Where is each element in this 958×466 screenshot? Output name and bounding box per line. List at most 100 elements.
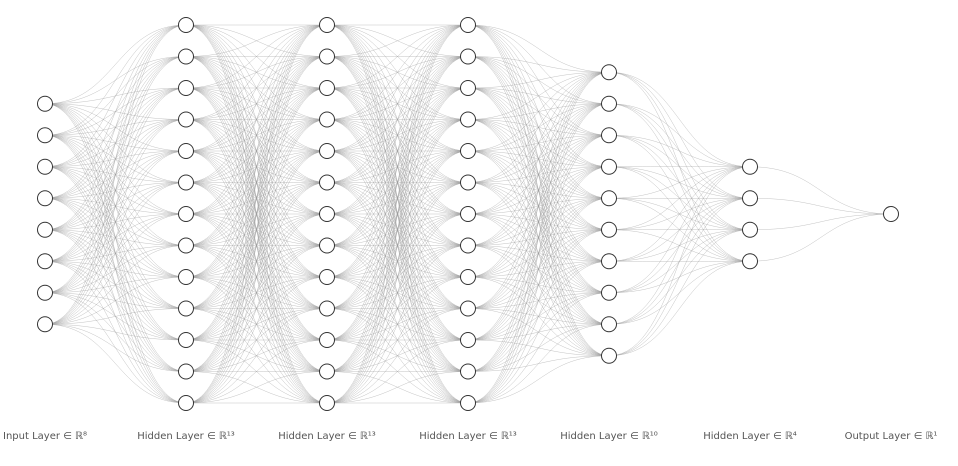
node-layer1-unit10 (178, 332, 194, 348)
node-layer1-unit7 (178, 237, 194, 254)
labels-group: Input Layer ∈ ℝ⁸ Hidden Layer ∈ ℝ¹³ Hidden… (3, 431, 937, 442)
layer-label-4: Hidden Layer ∈ ℝ¹⁰ (560, 431, 658, 442)
node-layer3-unit8 (460, 269, 476, 285)
edge-l5-0-to-0 (749, 166, 892, 215)
edge-l3-5-to-0 (467, 72, 610, 183)
edge-l3-12-to-0 (467, 72, 610, 404)
edge-l2-10-to-0 (326, 24, 469, 341)
node-layer2-unit12 (319, 395, 335, 411)
edge-l0-7-to-7 (44, 245, 187, 325)
edge-l1-12-to-11 (185, 371, 328, 404)
node-layer4-unit5 (601, 221, 617, 238)
node-layer0-unit5 (37, 253, 53, 270)
node-layer6-unit0 (883, 206, 899, 222)
node-layer5-unit2 (742, 221, 758, 238)
node-layer2-unit2 (319, 80, 335, 96)
edge-l1-12-to-2 (185, 87, 328, 404)
edge-l0-7-to-3 (44, 119, 187, 325)
node-layer3-unit9 (460, 300, 476, 317)
edge-l1-7-to-0 (185, 24, 328, 246)
edge-l1-1-to-0 (185, 24, 328, 57)
node-layer2-unit8 (319, 269, 335, 285)
node-layer1-unit0 (178, 17, 194, 33)
edge-l1-5-to-0 (185, 24, 328, 183)
node-layer3-unit11 (460, 363, 476, 380)
edge-l3-8-to-0 (467, 72, 610, 278)
node-layer3-unit3 (460, 111, 476, 128)
node-layer2-unit10 (319, 332, 335, 348)
edge-l3-2-to-0 (467, 72, 610, 89)
edge-l2-5-to-0 (326, 24, 469, 183)
edge-l0-7-to-6 (44, 213, 187, 325)
node-layer2-unit9 (319, 300, 335, 317)
node-layer4-unit9 (601, 347, 617, 364)
node-layer2-unit4 (319, 143, 335, 159)
edge-l3-7-to-0 (467, 72, 610, 246)
node-layer1-unit5 (178, 174, 194, 191)
edge-l4-8-to-0 (608, 166, 751, 325)
node-layer3-unit4 (460, 143, 476, 159)
edge-l0-2-to-0 (44, 24, 187, 167)
layer-label-6: Output Layer ∈ ℝ¹ (845, 431, 938, 442)
node-layer0-unit0 (37, 95, 53, 112)
node-layer1-unit4 (178, 143, 194, 159)
node-layer4-unit2 (601, 127, 617, 144)
node-layer4-unit3 (601, 158, 617, 175)
edge-l4-7-to-0 (608, 166, 751, 293)
node-layer1-unit9 (178, 300, 194, 317)
edge-l4-9-to-2 (608, 229, 751, 356)
edge-l3-9-to-0 (467, 72, 610, 309)
edge-l0-7-to-4 (44, 150, 187, 325)
layer-label-1: Hidden Layer ∈ ℝ¹³ (137, 431, 235, 442)
edge-l5-2-to-0 (749, 213, 892, 230)
edge-l4-5-to-0 (608, 166, 751, 230)
edge-l1-3-to-0 (185, 24, 328, 120)
node-layer3-unit0 (460, 17, 476, 33)
edge-l1-12-to-9 (185, 308, 328, 404)
edge-l2-3-to-0 (326, 24, 469, 120)
edge-l1-10-to-0 (185, 24, 328, 341)
node-layer4-unit7 (601, 284, 617, 301)
edge-l2-7-to-0 (326, 24, 469, 246)
edge-l2-12-to-1 (326, 56, 469, 404)
edge-l3-12-to-7 (467, 292, 610, 404)
node-layer0-unit6 (37, 284, 53, 301)
edge-l3-12-to-9 (467, 355, 610, 404)
edge-l0-7-to-2 (44, 87, 187, 325)
edge-l1-11-to-0 (185, 24, 328, 372)
edge-l1-12-to-7 (185, 245, 328, 404)
node-layer3-unit5 (460, 174, 476, 191)
node-layer0-unit7 (37, 316, 53, 333)
edge-l0-7-to-10 (44, 324, 187, 341)
edge-l0-7-to-0 (44, 24, 187, 325)
edge-l4-9-to-1 (608, 198, 751, 356)
node-layer5-unit1 (742, 190, 758, 207)
edge-l2-1-to-0 (326, 24, 469, 57)
node-layer3-unit6 (460, 206, 476, 222)
edge-l1-9-to-0 (185, 24, 328, 309)
edge-l1-12-to-3 (185, 119, 328, 404)
edge-l3-3-to-0 (467, 72, 610, 120)
edge-l1-12-to-5 (185, 182, 328, 404)
edge-l3-4-to-0 (467, 72, 610, 152)
node-layer1-unit6 (178, 206, 194, 222)
edge-l1-12-to-8 (185, 276, 328, 404)
edge-l4-1-to-0 (608, 103, 751, 167)
layer-label-3: Hidden Layer ∈ ℝ¹³ (419, 431, 517, 442)
edge-l3-0-to-0 (467, 24, 610, 73)
edge-l2-8-to-0 (326, 24, 469, 278)
node-layer2-unit6 (319, 206, 335, 222)
edge-l0-7-to-5 (44, 182, 187, 325)
node-layer5-unit3 (742, 253, 758, 270)
node-layer3-unit2 (460, 80, 476, 96)
edge-l0-7-to-8 (44, 276, 187, 325)
edge-l0-7-to-12 (44, 324, 187, 404)
edge-l2-12-to-7 (326, 245, 469, 404)
node-layer0-unit3 (37, 190, 53, 207)
node-layer5-unit0 (742, 158, 758, 175)
node-layer1-unit8 (178, 269, 194, 285)
edge-l2-12-to-3 (326, 119, 469, 404)
edge-l2-12-to-4 (326, 150, 469, 404)
edge-l3-12-to-2 (467, 135, 610, 404)
